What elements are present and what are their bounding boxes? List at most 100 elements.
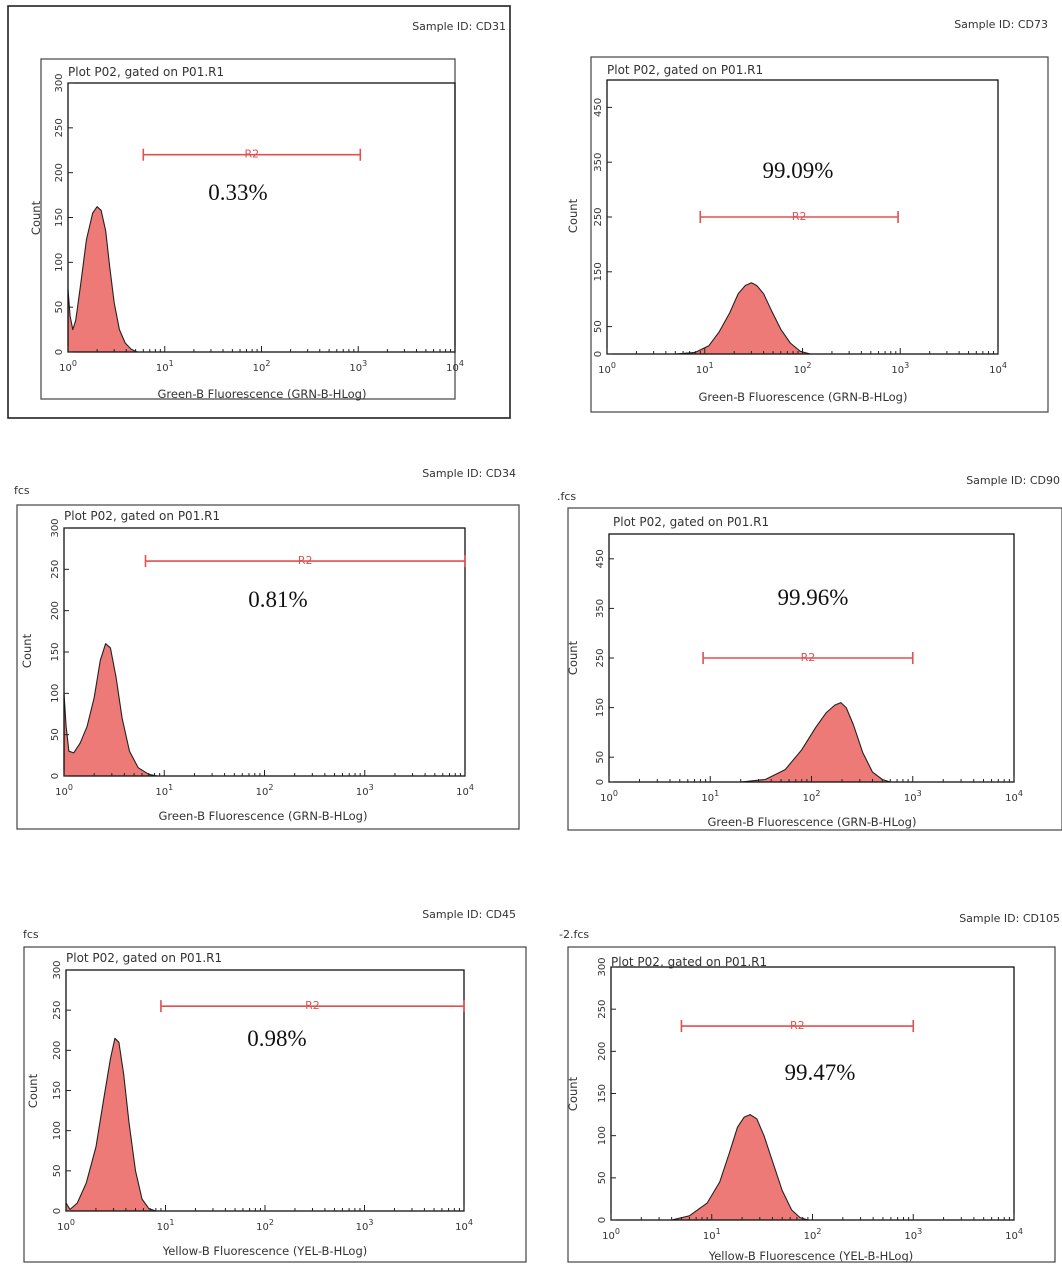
x-tick-label: 101 <box>156 359 174 374</box>
y-tick-label: 150 <box>52 1081 63 1100</box>
histogram-panel: Sample ID: CD90 .fcs Plot P02, gated on P0… <box>557 474 1062 831</box>
sample-id-label: Sample ID: CD34 <box>422 467 516 480</box>
y-tick-label: 200 <box>50 601 61 620</box>
y-axis-label: Count <box>29 200 43 235</box>
x-axis-label: Green-B Fluorescence (GRN-B-HLog) <box>159 809 368 823</box>
x-tick-label: 102 <box>253 359 271 374</box>
y-axis-label: Count <box>566 640 580 675</box>
y-tick-label: 0 <box>50 773 61 779</box>
y-tick-label: 50 <box>54 301 65 314</box>
gate-label: R2 <box>305 999 320 1012</box>
sample-id-label: Sample ID: CD73 <box>954 18 1048 31</box>
x-tick-label: 102 <box>803 789 821 804</box>
x-tick-label: 104 <box>989 361 1007 376</box>
x-tick-label: 101 <box>155 783 173 798</box>
y-tick-label: 250 <box>50 560 61 579</box>
y-tick-label: 200 <box>54 163 65 182</box>
histogram-panel: Sample ID: CD34 fcs Plot P02, gated on P01… <box>14 467 520 830</box>
x-tick-label: 102 <box>804 1227 822 1242</box>
y-tick-label: 350 <box>593 153 604 172</box>
gate-label: R2 <box>792 210 807 223</box>
y-tick-label: 0 <box>597 1217 608 1223</box>
y-tick-label: 200 <box>52 1041 63 1060</box>
sample-id-label: Sample ID: CD105 <box>959 912 1060 925</box>
percent-label: 0.33% <box>208 180 267 205</box>
y-tick-label: 250 <box>52 1001 63 1020</box>
file-label: fcs <box>23 928 39 941</box>
x-tick-label: 100 <box>600 789 618 804</box>
x-axis-label: Green-B Fluorescence (GRN-B-HLog) <box>158 387 367 401</box>
histogram-panel: Sample ID: CD105 -2.fcs Plot P02, gated on… <box>559 912 1060 1263</box>
y-tick-label: 300 <box>50 518 61 537</box>
x-tick-label: 104 <box>455 1218 473 1233</box>
plot-title: Plot P02, gated on P01.R1 <box>68 65 224 79</box>
y-tick-label: 50 <box>593 320 604 333</box>
gate-label: R2 <box>801 651 816 664</box>
y-tick-label: 250 <box>597 1000 608 1019</box>
y-tick-label: 0 <box>593 351 604 357</box>
y-tick-label: 100 <box>597 1126 608 1145</box>
percent-label: 99.96% <box>778 585 849 610</box>
x-tick-label: 101 <box>703 1227 721 1242</box>
plot-title: Plot P02, gated on P01.R1 <box>66 951 222 965</box>
histogram-area <box>67 206 138 353</box>
y-tick-label: 50 <box>52 1164 63 1177</box>
histogram-panel: Sample ID: CD31 Plot P02, gated on P01.R1… <box>7 5 511 419</box>
y-tick-label: 450 <box>595 549 606 568</box>
x-tick-label: 100 <box>57 1218 75 1233</box>
y-tick-label: 100 <box>52 1121 63 1140</box>
y-axis-label: Count <box>20 633 34 668</box>
y-tick-label: 250 <box>595 648 606 667</box>
histogram-area <box>671 1114 809 1221</box>
plot-title: Plot P02, gated on P01.R1 <box>607 63 763 77</box>
y-tick-label: 150 <box>54 208 65 227</box>
y-tick-label: 100 <box>50 684 61 703</box>
y-tick-label: 250 <box>593 207 604 226</box>
file-label: .fcs <box>557 490 576 503</box>
x-tick-label: 104 <box>1005 1227 1023 1242</box>
x-axis-label: Green-B Fluorescence (GRN-B-HLog) <box>699 390 908 404</box>
plot-frame <box>590 56 1049 413</box>
percent-label: 0.98% <box>247 1026 306 1051</box>
gate-label: R2 <box>790 1019 805 1032</box>
y-tick-label: 150 <box>597 1084 608 1103</box>
y-tick-label: 450 <box>593 98 604 117</box>
percent-label: 0.81% <box>248 587 307 612</box>
y-tick-label: 50 <box>595 751 606 764</box>
y-axis-label: Count <box>566 1076 580 1111</box>
x-tick-label: 103 <box>349 359 367 374</box>
y-axis-label: Count <box>26 1073 40 1108</box>
y-tick-label: 250 <box>54 118 65 137</box>
y-tick-label: 150 <box>595 698 606 717</box>
x-tick-label: 101 <box>701 789 719 804</box>
histogram-area <box>63 643 158 777</box>
x-tick-label: 102 <box>256 783 274 798</box>
percent-label: 99.09% <box>763 158 834 183</box>
file-label: fcs <box>14 484 30 497</box>
plot-title: Plot P02, gated on P01.R1 <box>613 515 769 529</box>
y-tick-label: 150 <box>593 262 604 281</box>
histogram-area <box>65 1037 157 1212</box>
x-tick-label: 104 <box>1005 789 1023 804</box>
x-tick-label: 103 <box>904 789 922 804</box>
x-tick-label: 100 <box>602 1227 620 1242</box>
x-tick-label: 102 <box>794 361 812 376</box>
x-tick-label: 102 <box>256 1218 274 1233</box>
plot-title: Plot P02, gated on P01.R1 <box>64 509 220 523</box>
y-tick-label: 300 <box>597 957 608 976</box>
x-tick-label: 101 <box>157 1218 175 1233</box>
plot-frame <box>23 946 527 1263</box>
y-axis-label: Count <box>566 198 580 233</box>
sample-id-label: Sample ID: CD90 <box>966 474 1060 487</box>
x-axis-label: Green-B Fluorescence (GRN-B-HLog) <box>708 815 917 829</box>
y-tick-label: 0 <box>54 349 65 355</box>
x-axis-label: Yellow-B Fluorescence (YEL-B-HLog) <box>162 1244 368 1258</box>
file-label: -2.fcs <box>559 928 589 941</box>
plot-frame <box>16 504 520 830</box>
x-tick-label: 103 <box>356 1218 374 1233</box>
gate-label: R2 <box>244 148 259 161</box>
y-tick-label: 0 <box>52 1208 63 1214</box>
x-tick-label: 100 <box>598 361 616 376</box>
y-tick-label: 150 <box>50 642 61 661</box>
x-tick-label: 101 <box>696 361 714 376</box>
